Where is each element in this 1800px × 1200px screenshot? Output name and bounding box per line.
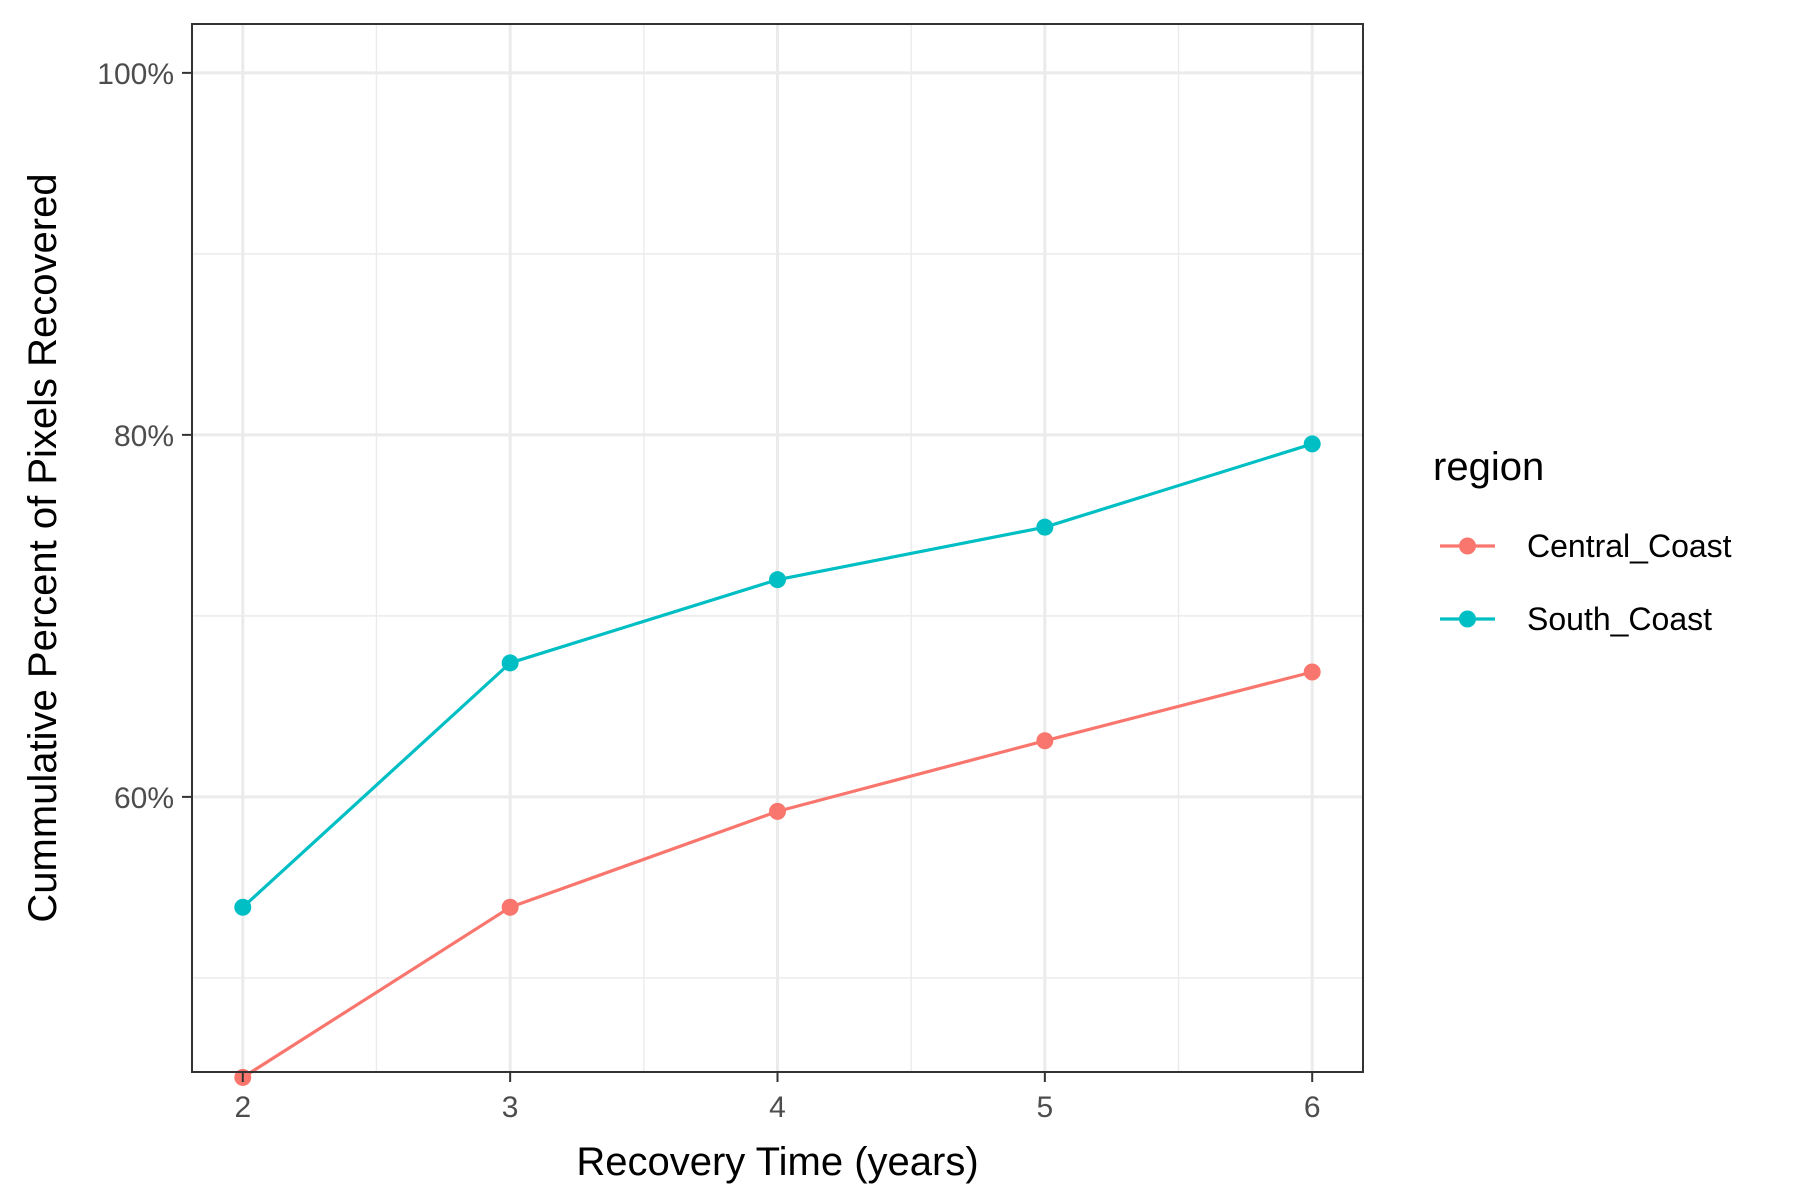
y-tick-label: 60% bbox=[114, 782, 174, 815]
data-point bbox=[769, 802, 786, 820]
data-point bbox=[501, 898, 519, 916]
legend-point bbox=[1459, 537, 1476, 555]
y-tick-label: 100% bbox=[97, 58, 174, 91]
data-point bbox=[769, 571, 786, 589]
x-tick-label: 2 bbox=[234, 1091, 251, 1124]
x-tick-label: 3 bbox=[502, 1091, 519, 1124]
y-axis-title: Cummulative Percent of Pixels Recovered bbox=[21, 173, 65, 922]
x-tick-label: 4 bbox=[769, 1091, 786, 1124]
legend-label: Central_Coast bbox=[1527, 528, 1732, 564]
x-tick-label: 5 bbox=[1037, 1091, 1054, 1124]
legend-label: South_Coast bbox=[1527, 601, 1712, 637]
data-point bbox=[234, 898, 252, 916]
legend-item-Central_Coast: Central_Coast bbox=[1440, 528, 1732, 564]
legend-point bbox=[1459, 610, 1476, 628]
legend-title: region bbox=[1433, 445, 1544, 489]
data-point bbox=[1303, 663, 1321, 681]
grid-lines bbox=[192, 24, 1363, 1072]
legend-item-South_Coast: South_Coast bbox=[1440, 601, 1712, 637]
series-South_Coast bbox=[234, 435, 1321, 916]
x-tick-label: 6 bbox=[1304, 1091, 1321, 1124]
series-Central_Coast bbox=[234, 663, 1321, 1086]
data-point bbox=[1036, 518, 1054, 536]
legend: region Central_Coast South_Coast bbox=[1433, 445, 1732, 637]
axes: 2 3 4 5 6 60% 80% 100% bbox=[97, 58, 1320, 1124]
data-point bbox=[1303, 435, 1321, 453]
series-layer bbox=[234, 435, 1321, 1086]
legend-items: Central_Coast South_Coast bbox=[1440, 528, 1732, 637]
x-axis-title: Recovery Time (years) bbox=[576, 1140, 978, 1184]
y-tick-label: 80% bbox=[114, 420, 174, 453]
data-point bbox=[501, 654, 519, 672]
data-point bbox=[1036, 732, 1054, 750]
